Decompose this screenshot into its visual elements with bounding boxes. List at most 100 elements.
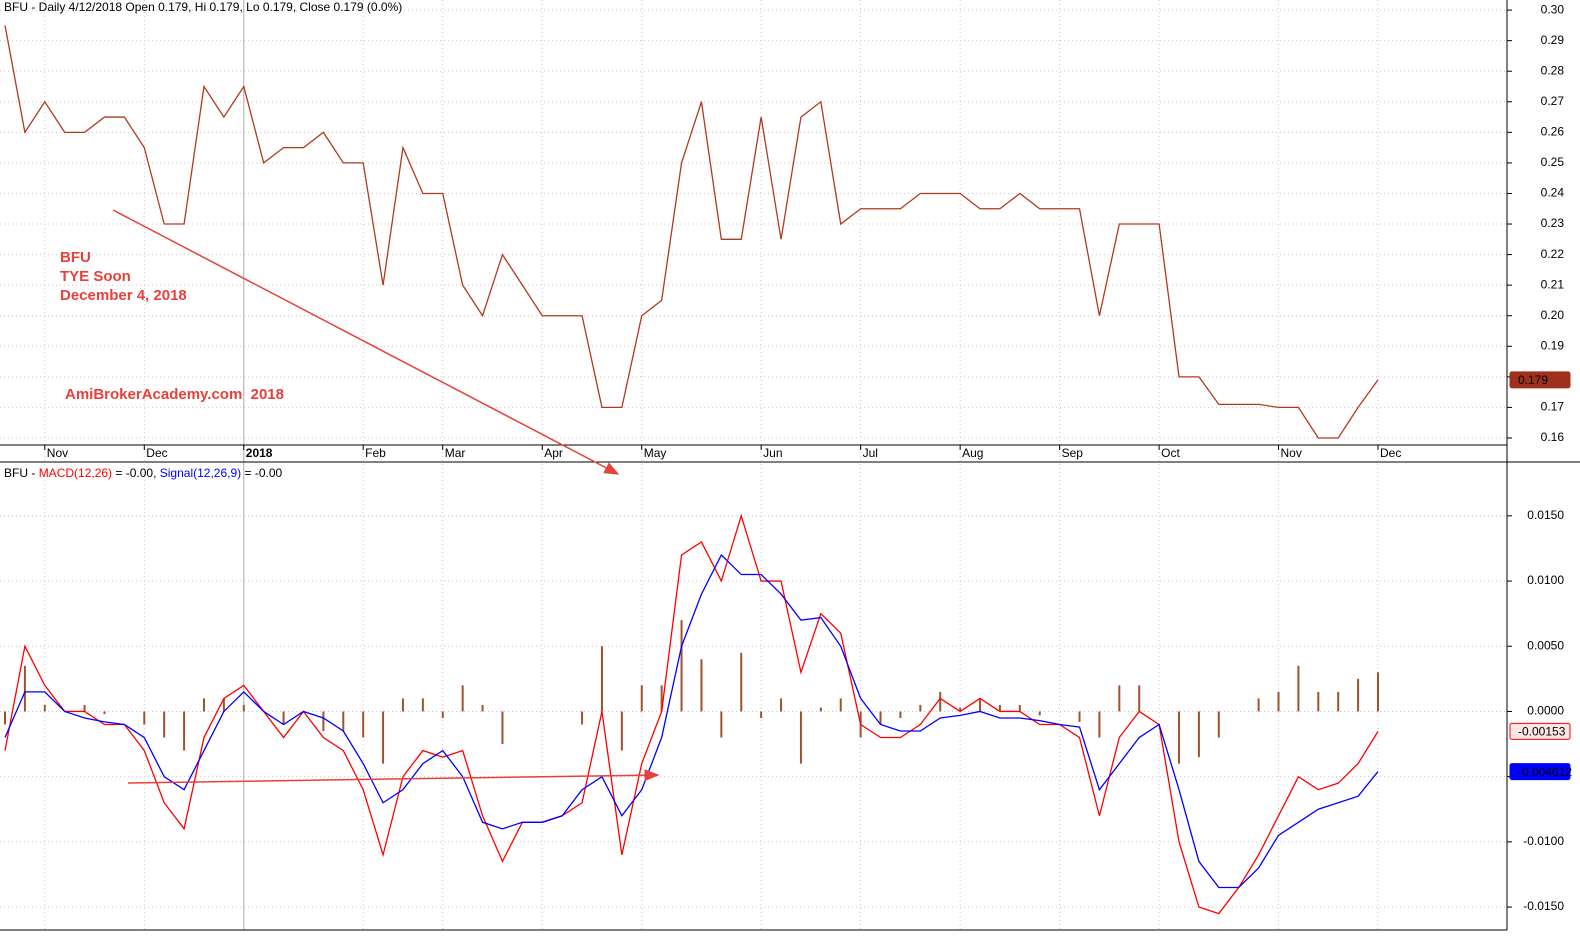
x-tick-label: Jul bbox=[863, 446, 878, 460]
histogram-bar bbox=[660, 685, 663, 712]
histogram-bar bbox=[620, 711, 623, 751]
histogram-bar bbox=[222, 698, 225, 712]
histogram-bar bbox=[919, 704, 922, 712]
y-tick-label: -0.0150 bbox=[1523, 899, 1564, 913]
x-tick-label: Apr bbox=[544, 446, 563, 460]
value-badge bbox=[1509, 763, 1571, 781]
y-tick-label: -0.0100 bbox=[1523, 834, 1564, 848]
histogram-bar bbox=[401, 698, 404, 712]
histogram-bar bbox=[1277, 691, 1280, 712]
y-tick-label: 0.27 bbox=[1541, 94, 1565, 108]
histogram-bar bbox=[581, 711, 584, 725]
annotation: December 4, 2018 bbox=[60, 287, 187, 304]
readout: = -0.00 bbox=[245, 466, 283, 480]
histogram-bar bbox=[322, 711, 325, 732]
legend-entry: MACD(12,26) bbox=[39, 466, 112, 480]
histogram-bar bbox=[979, 698, 982, 712]
histogram-bar bbox=[481, 704, 484, 712]
histogram-bar bbox=[83, 704, 86, 712]
macd-title-prefix: BFU - bbox=[4, 466, 35, 480]
x-tick-label: Sep bbox=[1062, 446, 1084, 460]
histogram-bar bbox=[1217, 711, 1220, 738]
y-tick-label: 0.0000 bbox=[1527, 704, 1564, 718]
y-tick-label: 0.24 bbox=[1541, 186, 1565, 200]
x-tick-label: Mar bbox=[445, 446, 466, 460]
x-tick-label: Feb bbox=[365, 446, 386, 460]
y-tick-label: 0.28 bbox=[1541, 63, 1565, 77]
histogram-bar bbox=[202, 698, 205, 712]
histogram-bar bbox=[640, 685, 643, 712]
indicator-line bbox=[4, 513, 1379, 915]
histogram-bar bbox=[1357, 678, 1360, 712]
histogram-bar bbox=[4, 711, 6, 725]
histogram-bar bbox=[600, 646, 603, 712]
histogram-bar bbox=[740, 652, 743, 712]
histogram-bar bbox=[1377, 672, 1379, 712]
y-tick-label: 0.0050 bbox=[1527, 638, 1564, 652]
histogram-bar bbox=[959, 707, 962, 712]
y-tick-label: 0.21 bbox=[1541, 277, 1565, 291]
histogram-bar bbox=[1197, 711, 1200, 758]
x-tick-label: Oct bbox=[1161, 446, 1180, 460]
histogram-bar bbox=[1138, 685, 1141, 712]
histogram-bar bbox=[1018, 704, 1021, 712]
x-tick-label: May bbox=[644, 446, 667, 460]
histogram-bar bbox=[1038, 711, 1041, 716]
readout: = -0.00, bbox=[115, 466, 156, 480]
histogram-bar bbox=[780, 698, 783, 712]
histogram-bar bbox=[421, 698, 424, 712]
trend-arrow bbox=[112, 209, 620, 475]
x-tick-label: 2018 bbox=[246, 446, 273, 460]
histogram-bar bbox=[1178, 711, 1181, 764]
histogram-bar bbox=[501, 711, 504, 745]
value-badge bbox=[1509, 722, 1571, 740]
annotation: AmiBrokerAcademy.com 2018 bbox=[65, 386, 284, 403]
histogram-bar bbox=[342, 711, 345, 732]
price-title: BFU - Daily 4/12/2018 Open 0.179, Hi 0.1… bbox=[4, 0, 402, 14]
value-badge-label: -0.00153 bbox=[1518, 725, 1566, 739]
histogram-bar bbox=[362, 711, 365, 738]
x-tick-label: Dec bbox=[146, 446, 167, 460]
legend-entry: Signal(12,26,9) bbox=[160, 466, 241, 480]
price-line bbox=[4, 25, 1379, 439]
y-tick-label: 0.26 bbox=[1541, 125, 1565, 139]
histogram-bar bbox=[899, 711, 902, 718]
annotation: BFU bbox=[60, 249, 91, 266]
x-tick-label: Nov bbox=[47, 446, 68, 460]
histogram-bar bbox=[1078, 711, 1081, 722]
x-tick-label: Dec bbox=[1380, 446, 1401, 460]
y-tick-label: 0.30 bbox=[1541, 2, 1565, 16]
y-tick-label: 0.17 bbox=[1541, 400, 1565, 414]
histogram-bar bbox=[839, 698, 842, 712]
histogram-bar bbox=[43, 704, 46, 712]
y-tick-label: 0.22 bbox=[1541, 247, 1565, 261]
x-tick-label: Aug bbox=[962, 446, 983, 460]
x-tick-label: Nov bbox=[1281, 446, 1302, 460]
histogram-bar bbox=[799, 711, 802, 764]
histogram-bar bbox=[163, 711, 166, 738]
y-tick-label: 0.19 bbox=[1541, 338, 1565, 352]
histogram-bar bbox=[819, 707, 822, 712]
trend-arrow bbox=[127, 769, 660, 784]
y-tick-label: 0.29 bbox=[1541, 33, 1565, 47]
histogram-bar bbox=[23, 665, 26, 712]
y-tick-label: 0.0150 bbox=[1527, 508, 1564, 522]
histogram-bar bbox=[720, 711, 723, 738]
y-tick-label: 0.25 bbox=[1541, 155, 1565, 169]
histogram-bar bbox=[998, 704, 1001, 712]
histogram-bar bbox=[1118, 685, 1121, 712]
histogram-bar bbox=[143, 711, 146, 725]
histogram-bar bbox=[939, 691, 942, 712]
y-tick-label: 0.16 bbox=[1541, 430, 1565, 444]
y-tick-label: 0.23 bbox=[1541, 216, 1565, 230]
histogram-bar bbox=[1257, 698, 1260, 712]
value-badge bbox=[1509, 371, 1571, 389]
histogram-bar bbox=[183, 711, 186, 751]
histogram-bar bbox=[441, 711, 444, 718]
value-badge-label: 0.179 bbox=[1518, 373, 1548, 387]
histogram-bar bbox=[1337, 691, 1340, 712]
histogram-bar bbox=[382, 711, 385, 764]
y-tick-label: 0.0100 bbox=[1527, 573, 1564, 587]
